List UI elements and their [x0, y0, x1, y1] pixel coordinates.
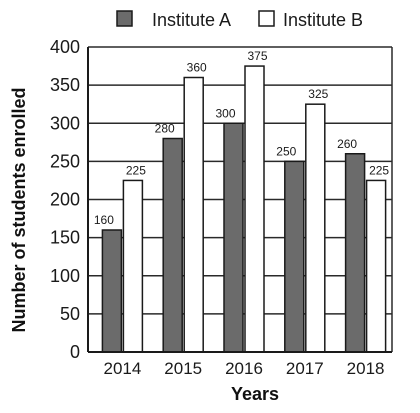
y-tick-label: 150	[50, 228, 80, 248]
legend: Institute A Institute B	[116, 10, 363, 30]
legend-swatch-institute-a	[116, 10, 133, 27]
y-tick-label: 100	[50, 266, 80, 286]
data-labels: 160 225 280 360 300 375 250 325 260 225	[94, 49, 390, 227]
bars	[101, 65, 387, 353]
bar-institute-b-2016	[244, 65, 265, 353]
y-tick-label: 400	[50, 37, 80, 57]
legend-label-institute-a: Institute A	[152, 10, 231, 30]
x-tick-label: 2018	[347, 359, 385, 378]
y-tick-label: 50	[60, 304, 80, 324]
y-tick-label: 350	[50, 75, 80, 95]
y-tick-label: 200	[50, 190, 80, 210]
legend-swatch-institute-b	[258, 10, 275, 27]
y-tick-label: 300	[50, 113, 80, 133]
bar-institute-b-2017	[305, 103, 326, 353]
data-label: 375	[247, 49, 267, 63]
x-tick-label: 2014	[103, 359, 141, 378]
bar-institute-a-2018	[344, 153, 366, 353]
data-label: 250	[276, 144, 296, 158]
data-label: 360	[187, 61, 207, 75]
data-label: 160	[94, 213, 114, 227]
y-tick-labels: 0 50 100 150 200 250 300 350 400	[50, 37, 80, 362]
bar-institute-b-2015	[183, 76, 204, 353]
x-tick-label: 2017	[286, 359, 324, 378]
data-label: 300	[215, 106, 235, 120]
data-label: 225	[369, 163, 389, 177]
bar-institute-a-2016	[223, 122, 244, 353]
bar-institute-b-2014	[122, 179, 144, 353]
x-tick-label: 2016	[225, 359, 263, 378]
legend-label-institute-b: Institute B	[283, 10, 363, 30]
data-label: 280	[155, 122, 175, 136]
bar-institute-a-2017	[284, 160, 305, 353]
bar-institute-b-2018	[365, 179, 387, 353]
x-tick-label: 2015	[164, 359, 202, 378]
x-axis-title: Years	[231, 384, 279, 404]
data-label: 225	[126, 163, 146, 177]
x-tick-labels: 2014 2015 2016 2017 2018	[103, 359, 384, 378]
bar-institute-a-2014	[101, 229, 123, 353]
bar-institute-a-2015	[162, 137, 183, 353]
data-label: 325	[308, 87, 328, 101]
y-tick-label: 250	[50, 151, 80, 171]
data-label: 260	[337, 137, 357, 151]
y-axis-title: Number of students enrolled	[9, 87, 29, 332]
y-tick-label: 0	[70, 342, 80, 362]
